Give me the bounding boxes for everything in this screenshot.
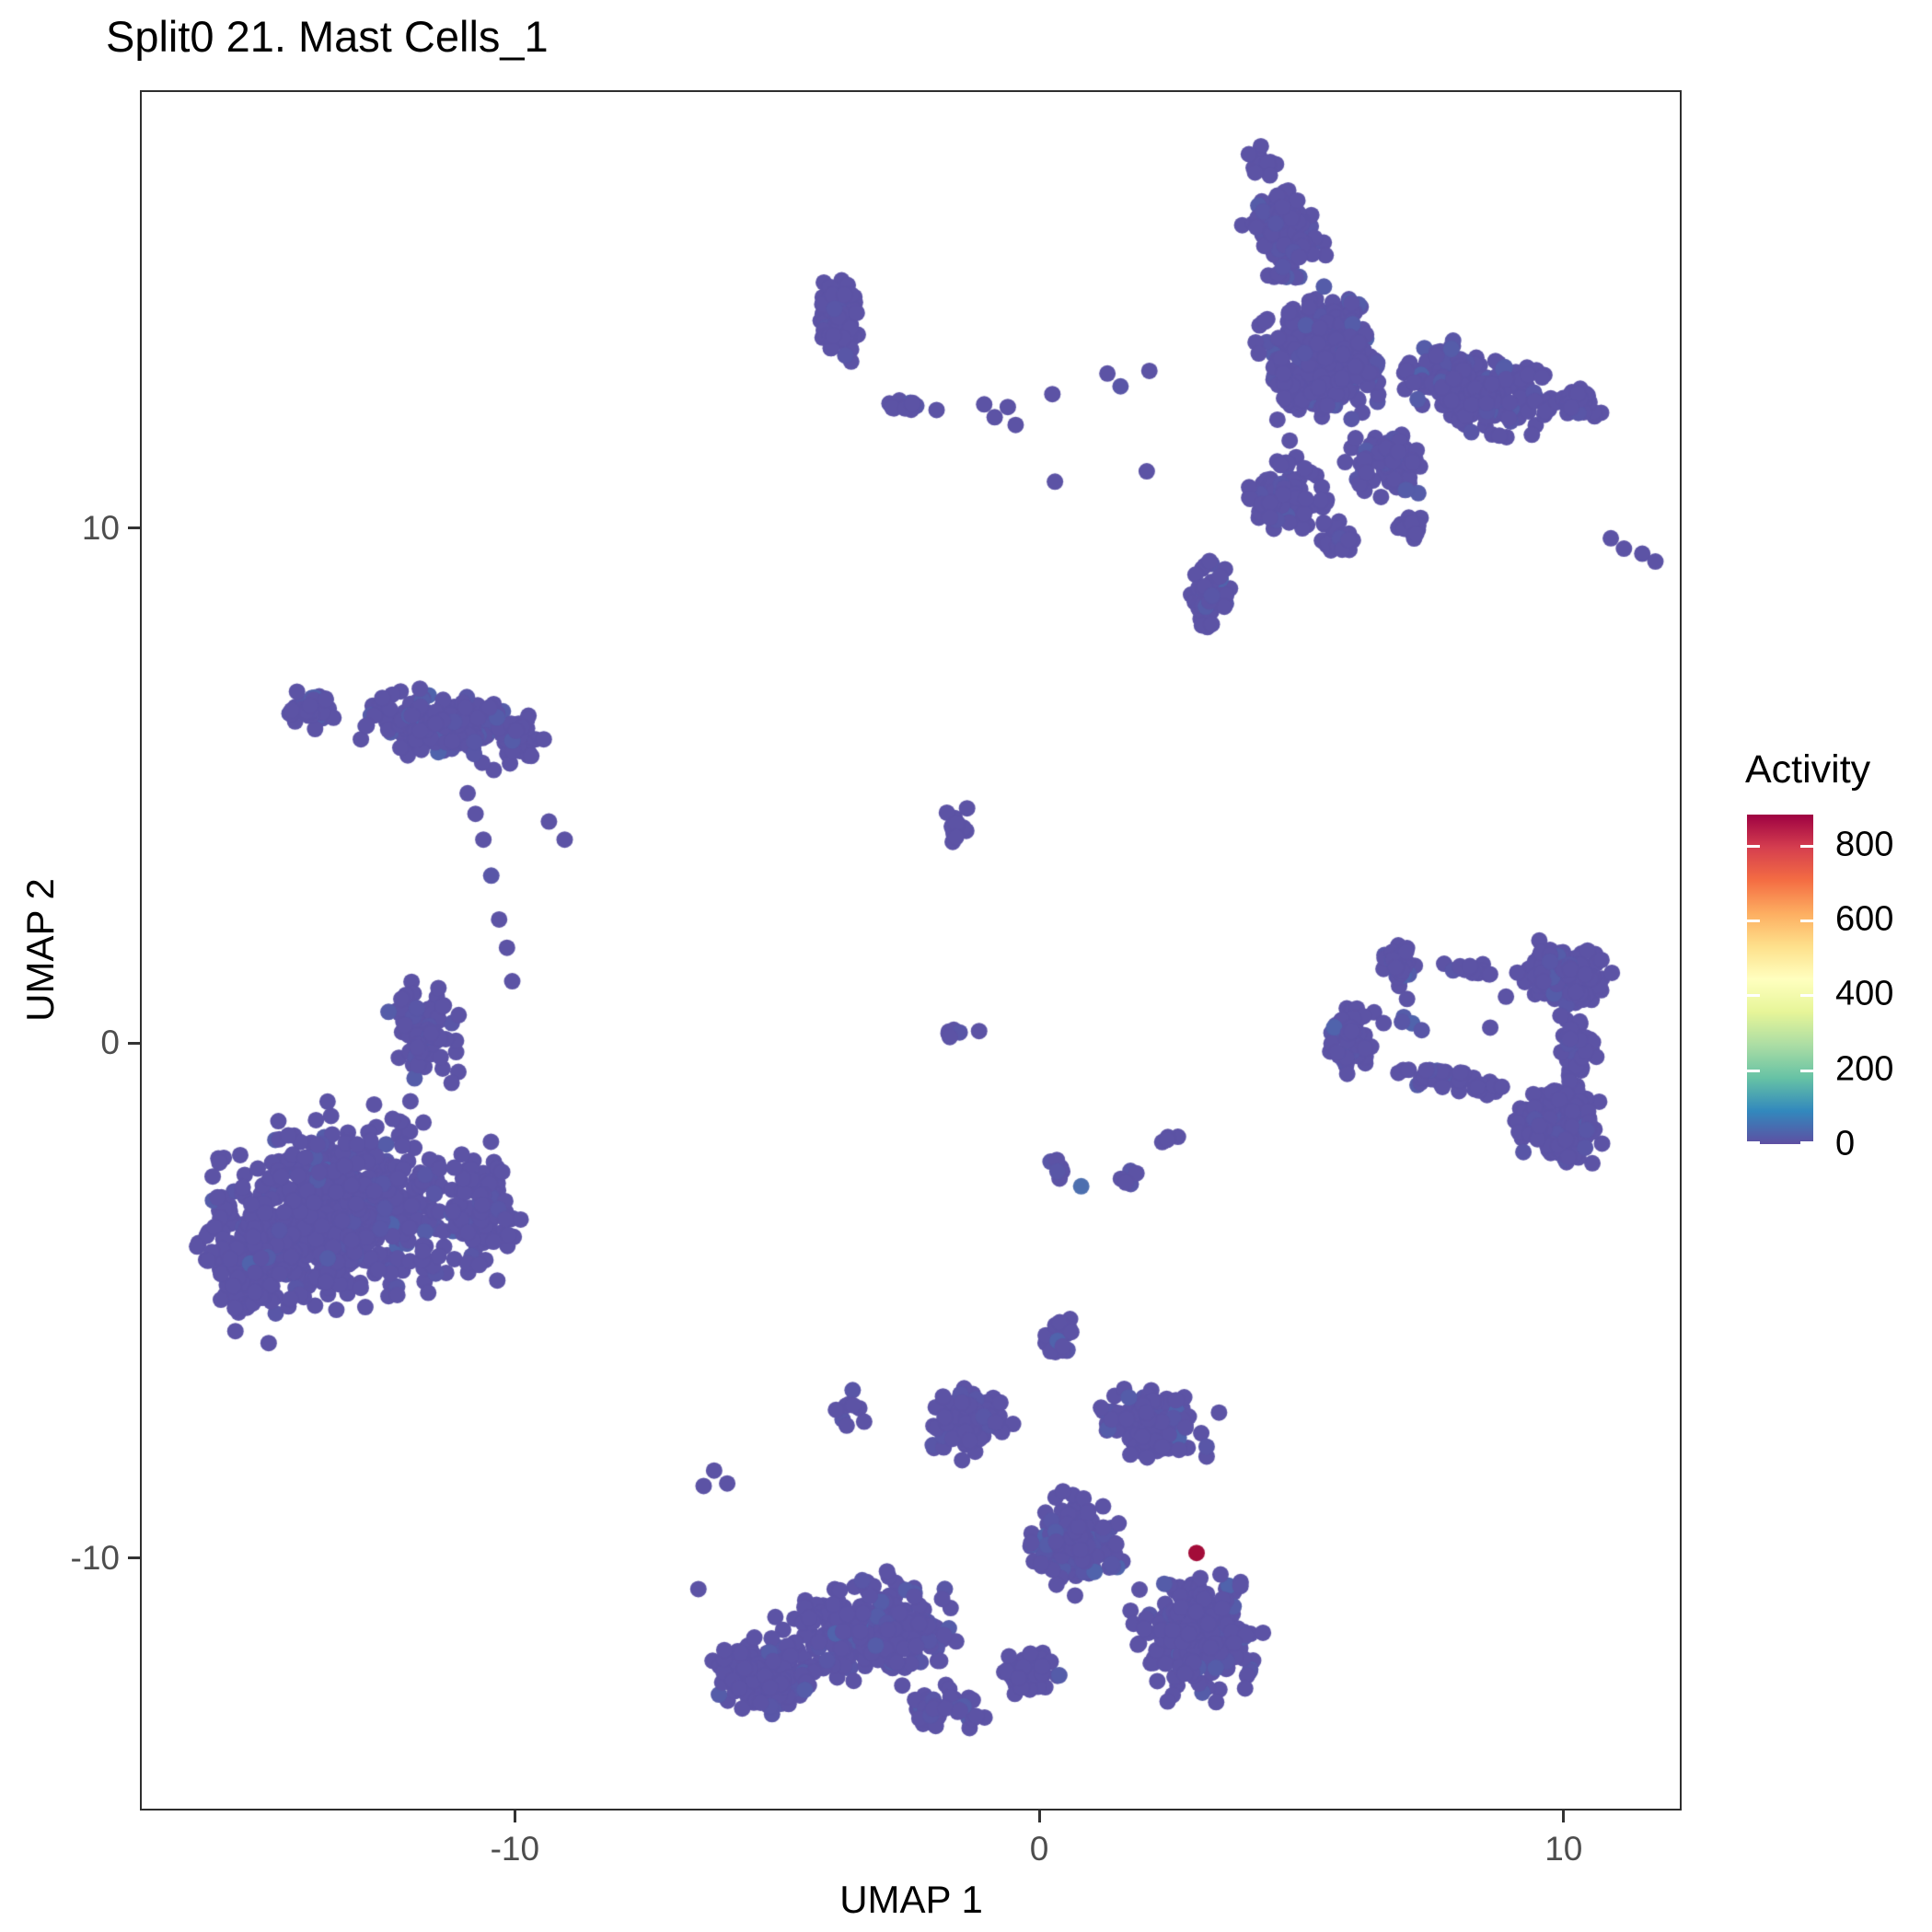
- legend-tick-mark: [1747, 994, 1760, 998]
- y-axis-title: UMAP 2: [18, 878, 62, 1022]
- legend-title: Activity: [1745, 747, 1871, 792]
- y-tick-mark: [128, 1556, 140, 1560]
- x-tick-mark: [513, 1811, 516, 1822]
- legend-tick-mark: [1800, 994, 1813, 998]
- legend-tick-mark: [1800, 1141, 1813, 1144]
- x-tick-mark: [1562, 1811, 1566, 1822]
- y-tick-label: 10: [81, 508, 120, 547]
- legend-tick-label: 400: [1835, 974, 1894, 1013]
- x-axis-title: UMAP 1: [839, 1878, 983, 1921]
- legend-tick-label: 800: [1835, 825, 1894, 864]
- y-tick-mark: [128, 1041, 140, 1045]
- y-tick-label: 0: [100, 1024, 120, 1062]
- x-tick-mark: [1037, 1811, 1041, 1822]
- y-tick-mark: [128, 526, 140, 530]
- legend-tick-mark: [1747, 1141, 1760, 1144]
- legend-tick-label: 600: [1835, 899, 1894, 939]
- legend-tick-mark: [1747, 844, 1760, 848]
- x-tick-label: -10: [490, 1830, 540, 1868]
- legend-tick-mark: [1747, 919, 1760, 922]
- x-tick-label: 0: [1029, 1830, 1049, 1868]
- legend-tick-label: 200: [1835, 1049, 1894, 1089]
- plot-title: Split0 21. Mast Cells_1: [106, 12, 549, 61]
- y-tick-label: -10: [70, 1538, 120, 1577]
- points-canvas: [142, 92, 1680, 1809]
- plot-panel: [140, 90, 1682, 1811]
- legend-tick-mark: [1800, 919, 1813, 922]
- x-tick-label: 10: [1544, 1830, 1583, 1868]
- legend-tick-mark: [1747, 1069, 1760, 1072]
- legend-colorbar: [1747, 815, 1813, 1144]
- legend-tick-mark: [1800, 844, 1813, 848]
- legend-tick-label: 0: [1835, 1124, 1856, 1163]
- legend-tick-mark: [1800, 1069, 1813, 1072]
